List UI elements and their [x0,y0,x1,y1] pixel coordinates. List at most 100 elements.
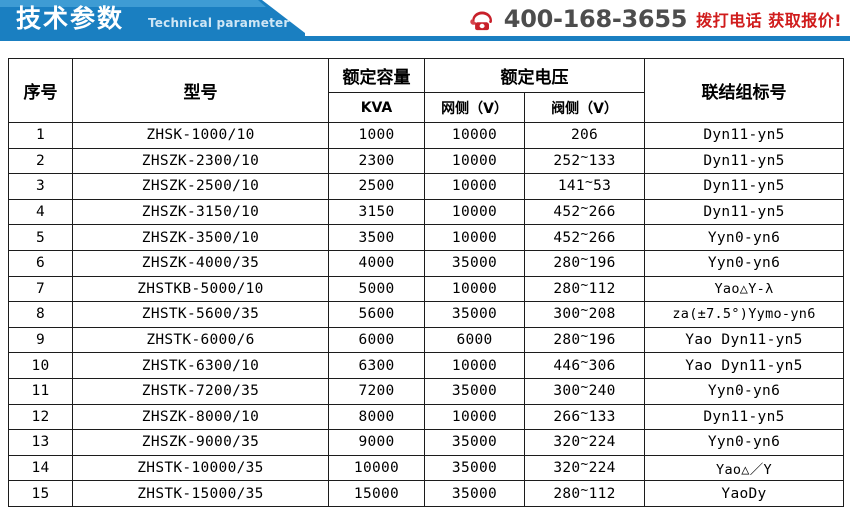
cell-capacity: 5000 [328,275,425,303]
cell-valve: 280~112 [524,480,645,507]
cell-no: 14 [8,454,73,482]
cell-grid: 10000 [424,147,525,175]
cell-capacity: 9000 [328,429,425,456]
table-body: 1 ZHSK-1000/10 1000 10000 206 Dyn11-yn5 2 ZHSZK… [8,122,844,507]
page-header: 技术参数 Technical parameter 400-168-3655 拨打… [0,0,850,46]
col-header-capacity: 额定容量 [328,58,425,93]
table-header-row-sub: KVA 网侧（V） 阀侧（V） [9,92,844,123]
cell-grid: 10000 [424,403,525,431]
cell-no: 1 [8,122,73,149]
cell-capacity: 10000 [328,454,425,482]
cell-group: za(±7.5°)Yymo-yn6 [644,301,844,328]
cell-valve: 452~266 [524,198,645,226]
page-title: 技术参数 [16,4,125,33]
table-row: 14 ZHSTK-10000/35 10000 35000 320~224 Yao△／Y [8,454,844,482]
contact-cta-text: 拨打电话 获取报价! [696,11,842,30]
cell-group: Yyn0-yn6 [644,377,844,405]
cell-capacity: 5600 [328,301,425,328]
cell-no: 4 [8,198,73,226]
header-underline-bar [0,36,850,41]
table-row: 7 ZHSTKB-5000/10 5000 10000 280~112 Yao△Y-λ [8,275,844,303]
phone-number: 400-168-3655 [503,5,688,33]
cell-no: 2 [8,147,73,175]
contact-block: 400-168-3655 拨打电话 获取报价! [469,2,842,36]
cell-capacity: 15000 [328,480,425,507]
cell-valve: 446~306 [524,352,645,379]
table-row: 13 ZHSZK-9000/35 9000 35000 320~224 Yyn0-yn6 [8,429,844,456]
cell-model: ZHSZK-8000/10 [72,403,329,431]
cell-grid: 35000 [424,301,525,328]
cell-valve: 206 [524,122,645,149]
cell-group: Yyn0-yn6 [644,224,844,251]
cell-capacity: 6300 [328,352,425,379]
col-header-group: 联结组标号 [644,58,844,123]
cell-capacity: 7200 [328,377,425,405]
cell-capacity: 8000 [328,403,425,431]
cell-valve: 252~133 [524,147,645,175]
telephone-icon [470,11,492,31]
cell-model: ZHSTK-7200/35 [72,377,329,405]
cell-valve: 300~208 [524,301,645,328]
cell-grid: 6000 [424,326,525,354]
table-row: 8 ZHSTK-5600/35 5600 35000 300~208 za(±7.5°)Y… [8,301,844,328]
cell-capacity: 2300 [328,147,425,175]
cell-valve: 452~266 [524,224,645,251]
cell-capacity: 2500 [328,173,425,200]
cell-model: ZHSTK-6000/6 [72,326,329,354]
table-row: 2 ZHSZK-2300/10 2300 10000 252~133 Dyn11-yn5 [8,147,844,175]
col-header-capacity-unit: KVA [328,92,425,123]
cell-capacity: 3500 [328,224,425,251]
cell-group: Yao Dyn11-yn5 [644,352,844,379]
cell-group: YaoDy [644,480,844,507]
cell-grid: 10000 [424,122,525,149]
cell-capacity: 4000 [328,249,425,277]
cell-grid: 35000 [424,377,525,405]
table-row: 4 ZHSZK-3150/10 3150 10000 452~266 Dyn11-yn5 [8,198,844,226]
cell-grid: 10000 [424,352,525,379]
cell-no: 13 [8,429,73,456]
cell-no: 9 [8,326,73,354]
cell-model: ZHSK-1000/10 [72,122,329,149]
cell-model: ZHSTK-10000/35 [72,454,329,482]
cell-valve: 280~196 [524,326,645,354]
table-row: 9 ZHSTK-6000/6 6000 6000 280~196 Yao Dyn11-yn… [8,326,844,354]
cell-model: ZHSZK-2500/10 [72,173,329,200]
col-header-voltage-valve: 阀侧（V） [524,92,645,123]
cell-grid: 35000 [424,429,525,456]
cell-no: 8 [8,301,73,328]
cell-model: ZHSTK-6300/10 [72,352,329,379]
cell-valve: 300~240 [524,377,645,405]
header-banner-highlight [0,0,266,7]
cell-valve: 320~224 [524,429,645,456]
cell-model: ZHSZK-3500/10 [72,224,329,251]
cell-capacity: 3150 [328,198,425,226]
cell-group: Yyn0-yn6 [644,429,844,456]
cell-grid: 35000 [424,480,525,507]
cell-valve: 320~224 [524,454,645,482]
cell-model: ZHSTK-5600/35 [72,301,329,328]
cell-no: 5 [8,224,73,251]
cell-capacity: 6000 [328,326,425,354]
cell-no: 6 [8,249,73,277]
cell-grid: 35000 [424,454,525,482]
cell-group: Yao△Y-λ [644,275,844,303]
cell-model: ZHSZK-4000/35 [72,249,329,277]
table-row: 6 ZHSZK-4000/35 4000 35000 280~196 Yyn0-yn6 [8,249,844,277]
cell-grid: 10000 [424,173,525,200]
table-row: 15 ZHSTK-15000/35 15000 35000 280~112 YaoDy [8,480,844,507]
col-header-voltage: 额定电压 [424,58,645,93]
col-header-voltage-grid: 网侧（V） [424,92,525,123]
cell-group: Yao Dyn11-yn5 [644,326,844,354]
col-header-model: 型号 [72,58,329,123]
cell-grid: 10000 [424,275,525,303]
cell-no: 10 [8,352,73,379]
col-header-no: 序号 [8,58,73,123]
cell-model: ZHSZK-3150/10 [72,198,329,226]
cell-valve: 280~196 [524,249,645,277]
cell-grid: 10000 [424,198,525,226]
cell-group: Dyn11-yn5 [644,403,844,431]
cell-no: 15 [8,480,73,507]
table-row: 5 ZHSZK-3500/10 3500 10000 452~266 Yyn0-yn6 [8,224,844,251]
